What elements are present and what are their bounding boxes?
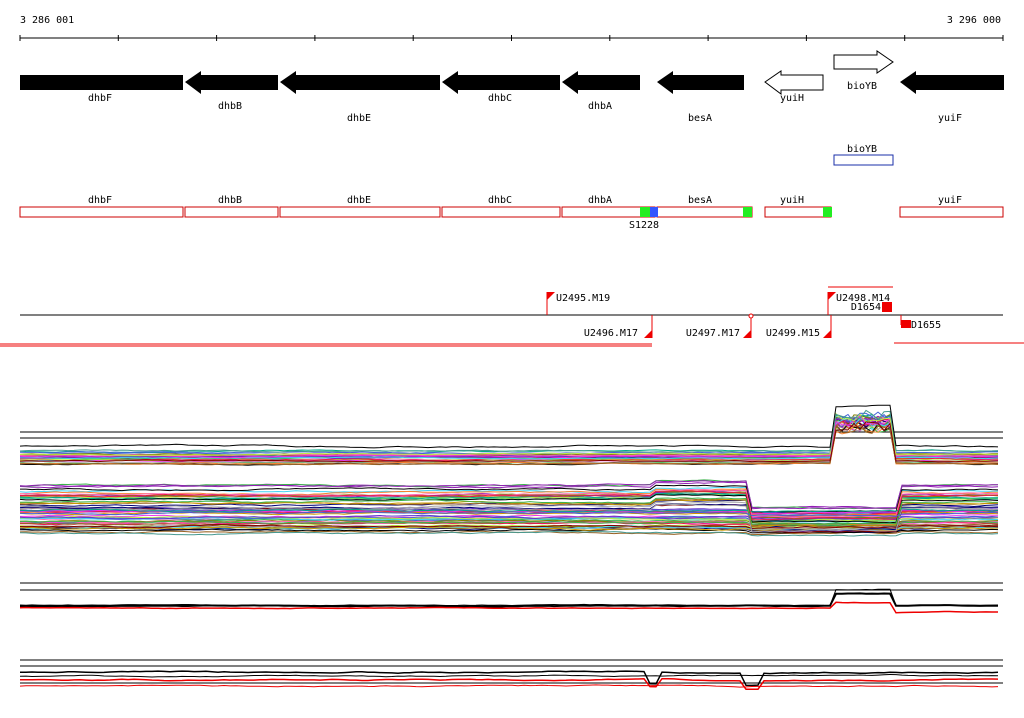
expression-trace xyxy=(19,503,999,533)
feature-block-green-1[interactable] xyxy=(640,207,650,217)
expression-trace xyxy=(19,508,999,513)
gene-arrow-yuiH[interactable] xyxy=(764,70,824,95)
gene-arrow-bioYB[interactable] xyxy=(833,50,894,74)
gene-label-dhbF: dhbF xyxy=(88,93,112,104)
expression-trace xyxy=(19,494,999,524)
annotation-box-dhbF[interactable] xyxy=(19,206,184,218)
annotation-box-besA[interactable] xyxy=(656,206,753,218)
gene-label-dhbA: dhbA xyxy=(588,101,612,112)
gene-label-besA: besA xyxy=(688,113,712,124)
marker-flag-U2498[interactable] xyxy=(828,292,836,300)
marker-track: U2495.M19 U2498.M14 D1654 D1655 U2496.M1… xyxy=(0,286,1024,347)
gene-arrow-yuiF[interactable] xyxy=(900,71,1004,94)
expression-trace xyxy=(20,527,999,534)
expression-trace xyxy=(20,677,999,691)
expression-trace xyxy=(19,515,999,523)
expression-trace xyxy=(19,497,999,525)
annotation-box-dhbB[interactable] xyxy=(184,206,279,218)
expression-trace xyxy=(19,520,999,527)
annotation-box-dhbC[interactable] xyxy=(441,206,561,218)
marker-block-D1654[interactable] xyxy=(882,302,892,312)
expression-panel-4 xyxy=(19,659,1003,691)
expression-trace xyxy=(19,601,998,614)
gene-arrow-dhbA[interactable] xyxy=(562,71,640,94)
gene-track: dhbF dhbB dhbE dhbC dhbA besA yuiH bioYB… xyxy=(20,50,1004,124)
box-label-dhbB: dhbB xyxy=(218,195,242,206)
expression-trace xyxy=(19,481,999,510)
expression-trace xyxy=(19,511,999,517)
gene-arrow-dhbB[interactable] xyxy=(185,71,278,94)
marker-block-D1655[interactable] xyxy=(901,320,911,328)
ruler-end-label: 3 296 000 xyxy=(947,15,1001,26)
marker-label-U2496: U2496.M17 xyxy=(584,328,638,339)
gene-arrow-dhbE[interactable] xyxy=(280,71,440,94)
expression-trace xyxy=(19,415,999,459)
coordinate-ruler: 3 286 001 3 296 000 xyxy=(19,15,1004,41)
marker-label-U2497: U2497.M17 xyxy=(686,328,740,339)
expression-trace xyxy=(19,480,999,510)
gene-label-dhbC: dhbC xyxy=(488,93,512,104)
expression-trace xyxy=(19,670,999,687)
expression-trace xyxy=(19,409,999,453)
expression-panel-3 xyxy=(19,582,1003,614)
gene-label-dhbB: dhbB xyxy=(218,101,242,112)
marker-flag-U2497[interactable] xyxy=(743,330,751,338)
ruler-start-label: 3 286 001 xyxy=(20,15,74,26)
box-label-bioYB: bioYB xyxy=(847,144,877,155)
annotation-box-dhbE[interactable] xyxy=(279,206,441,218)
feature-block-green-3[interactable] xyxy=(823,207,832,217)
marker-flag-U2496[interactable] xyxy=(644,330,652,338)
annotation-row-upper: bioYB xyxy=(833,144,894,166)
gene-label-bioYB: bioYB xyxy=(847,81,877,92)
expression-panel-1 xyxy=(19,404,1003,466)
expression-trace xyxy=(19,421,999,463)
expression-trace xyxy=(20,484,999,513)
box-label-besA: besA xyxy=(688,195,712,206)
marker-label-U2499: U2499.M15 xyxy=(766,328,820,339)
gene-label-yuiF: yuiF xyxy=(938,113,962,124)
expression-trace xyxy=(19,501,999,530)
marker-label-D1654: D1654 xyxy=(851,302,881,313)
expression-trace xyxy=(19,524,999,529)
marker-label-U2495: U2495.M19 xyxy=(556,293,610,304)
gene-arrow-dhbC[interactable] xyxy=(442,71,560,94)
expression-trace xyxy=(20,490,999,521)
expression-panel-2 xyxy=(19,479,999,537)
gene-label-dhbE: dhbE xyxy=(347,113,371,124)
box-label-yuiF: yuiF xyxy=(938,195,962,206)
expression-trace xyxy=(19,530,999,537)
box-label-dhbA: dhbA xyxy=(588,195,612,206)
expression-trace xyxy=(19,684,999,688)
gene-label-yuiH: yuiH xyxy=(780,93,804,104)
gene-arrow-dhbF[interactable] xyxy=(20,75,183,90)
feature-block-green-2[interactable] xyxy=(743,207,752,217)
marker-flag-U2499[interactable] xyxy=(823,330,831,338)
marker-label-U2498: U2498.M14 xyxy=(836,293,890,304)
expression-trace xyxy=(19,588,999,607)
feature-label-S1228: S1228 xyxy=(629,220,659,231)
box-label-dhbC: dhbC xyxy=(488,195,512,206)
box-label-dhbF: dhbF xyxy=(88,195,112,206)
expression-trace xyxy=(19,424,999,466)
feature-block-blue[interactable] xyxy=(650,207,658,217)
box-label-dhbE: dhbE xyxy=(347,195,371,206)
marker-flag-U2495[interactable] xyxy=(547,292,555,300)
expression-trace xyxy=(19,412,999,457)
annotation-box-bioYB[interactable] xyxy=(833,154,894,166)
annotation-box-yuiH[interactable] xyxy=(764,206,832,218)
annotation-box-yuiF[interactable] xyxy=(899,206,1004,218)
expression-trace xyxy=(19,404,999,449)
gene-arrow-besA[interactable] xyxy=(657,71,744,94)
expression-trace xyxy=(19,592,999,608)
marker-label-D1655: D1655 xyxy=(911,320,941,331)
expression-trace xyxy=(19,514,998,521)
annotation-row-lower: dhbF dhbB dhbE dhbC dhbA besA yuiH yuiF … xyxy=(19,195,1004,231)
expression-trace xyxy=(19,673,999,678)
expression-trace xyxy=(19,520,999,526)
box-label-yuiH: yuiH xyxy=(780,195,804,206)
